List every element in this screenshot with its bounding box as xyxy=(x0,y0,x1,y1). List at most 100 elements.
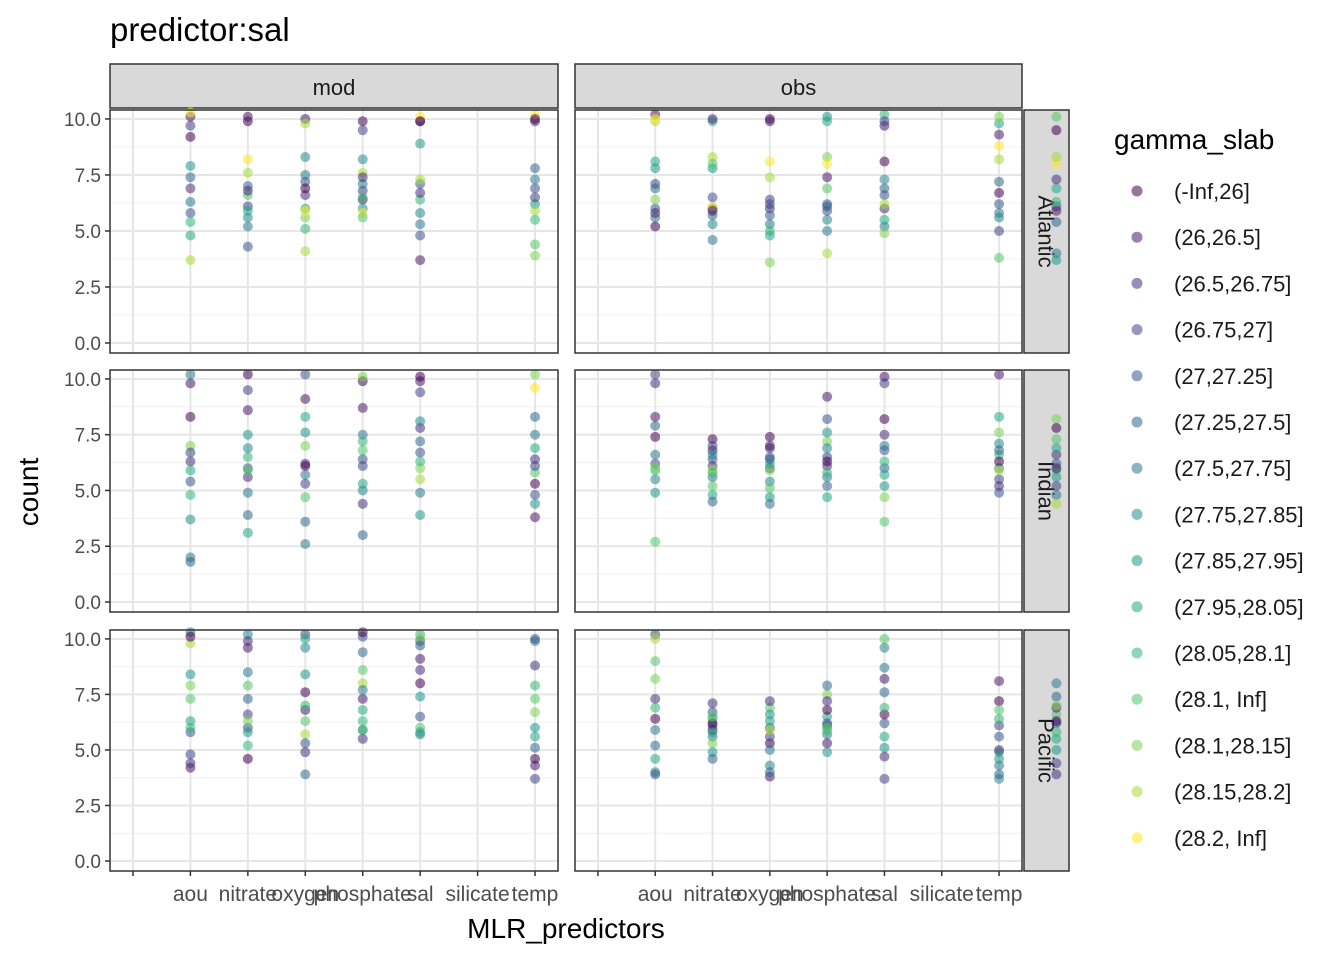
x-tick-label: aou xyxy=(173,883,208,906)
scatter-point xyxy=(994,199,1005,210)
scatter-point xyxy=(357,498,368,509)
scatter-point xyxy=(415,727,426,738)
scatter-point xyxy=(764,483,775,494)
scatter-point xyxy=(994,676,1005,687)
scatter-point xyxy=(415,474,426,485)
scatter-point xyxy=(707,753,718,764)
scatter-point xyxy=(822,391,833,402)
scatter-point xyxy=(879,702,890,713)
scatter-point xyxy=(242,241,253,252)
scatter-point xyxy=(185,255,196,266)
scatter-point xyxy=(1051,481,1062,491)
scatter-point xyxy=(994,769,1005,780)
scatter-point xyxy=(415,447,426,458)
scatter-point xyxy=(650,411,661,422)
scatter-point xyxy=(764,767,775,778)
scatter-point xyxy=(530,633,541,644)
scatter-point xyxy=(185,131,196,142)
scatter-point xyxy=(879,456,890,467)
scatter-point xyxy=(530,382,541,393)
scatter-point xyxy=(1051,700,1062,711)
scatter-point xyxy=(1051,716,1062,727)
scatter-point xyxy=(300,427,311,438)
facet-strip-label-mod: mod xyxy=(313,75,356,100)
scatter-point xyxy=(415,255,426,266)
scatter-point xyxy=(185,411,196,422)
scatter-point xyxy=(707,234,718,245)
scatter-point xyxy=(879,673,890,684)
scatter-point xyxy=(822,248,833,259)
scatter-point xyxy=(822,704,833,715)
scatter-point xyxy=(357,125,368,136)
y-tick-label: 10.0 xyxy=(64,110,101,131)
legend-key xyxy=(1131,324,1143,336)
y-tick-label: 7.5 xyxy=(75,166,101,187)
scatter-point xyxy=(300,478,311,489)
legend-label: (27,27.25] xyxy=(1174,364,1273,389)
scatter-point xyxy=(822,427,833,438)
legend-key xyxy=(1131,416,1143,428)
scatter-point xyxy=(994,731,1005,742)
scatter-point xyxy=(300,152,311,163)
y-tick-label: 7.5 xyxy=(75,685,101,706)
scatter-point xyxy=(879,481,890,491)
scatter-point xyxy=(707,698,718,709)
scatter-point xyxy=(764,696,775,707)
scatter-point xyxy=(242,487,253,498)
scatter-point xyxy=(300,729,311,740)
scatter-point xyxy=(300,460,311,471)
panel-obs-indian xyxy=(574,369,1062,613)
scatter-point xyxy=(650,449,661,460)
scatter-point xyxy=(994,411,1005,422)
scatter-point xyxy=(1051,691,1062,702)
scatter-point xyxy=(357,684,368,695)
scatter-point xyxy=(357,212,368,223)
scatter-point xyxy=(185,693,196,704)
legend-key xyxy=(1131,185,1143,197)
scatter-point xyxy=(415,664,426,675)
scatter-point xyxy=(415,138,426,149)
scatter-point xyxy=(822,481,833,491)
scatter-point xyxy=(707,192,718,203)
scatter-point xyxy=(300,469,311,480)
scatter-point xyxy=(185,489,196,500)
scatter-point xyxy=(185,208,196,219)
scatter-point xyxy=(357,530,368,541)
scatter-point xyxy=(530,250,541,261)
legend-key xyxy=(1131,601,1143,613)
scatter-point xyxy=(530,707,541,718)
scatter-point xyxy=(300,223,311,234)
chart-title: predictor:sal xyxy=(110,11,290,48)
panel-mod-pacific: 0.0 2.5 5.0 7.5 10.0 aou nitrateoxygenphosphat… xyxy=(64,627,598,906)
scatter-point xyxy=(879,414,890,425)
legend-label: (26.5,26.75] xyxy=(1174,271,1291,296)
scatter-point xyxy=(994,212,1005,223)
scatter-point xyxy=(530,429,541,440)
scatter-point xyxy=(1051,152,1062,163)
scatter-point xyxy=(357,454,368,465)
scatter-point xyxy=(300,700,311,711)
scatter-point xyxy=(185,456,196,467)
legend-label: (28.2, Inf] xyxy=(1174,826,1267,851)
legend-key xyxy=(1131,231,1143,243)
scatter-point xyxy=(415,174,426,185)
legend-key xyxy=(1131,647,1143,659)
scatter-point xyxy=(1051,174,1062,185)
scatter-point xyxy=(300,516,311,527)
scatter-point xyxy=(822,199,833,210)
x-tick-label: oxygen xyxy=(736,883,804,906)
scatter-point xyxy=(879,642,890,653)
scatter-point xyxy=(300,539,311,549)
scatter-point xyxy=(185,749,196,760)
scatter-point xyxy=(242,716,253,727)
scatter-point xyxy=(879,429,890,440)
scatter-point xyxy=(764,454,775,465)
legend-key xyxy=(1131,462,1143,474)
y-tick-label: 0.0 xyxy=(75,593,101,614)
scatter-point xyxy=(300,205,311,216)
scatter-point xyxy=(415,640,426,651)
y-tick-label: 5.0 xyxy=(75,741,101,762)
scatter-point xyxy=(764,724,775,735)
scatter-point xyxy=(707,440,718,451)
scatter-point xyxy=(185,447,196,458)
